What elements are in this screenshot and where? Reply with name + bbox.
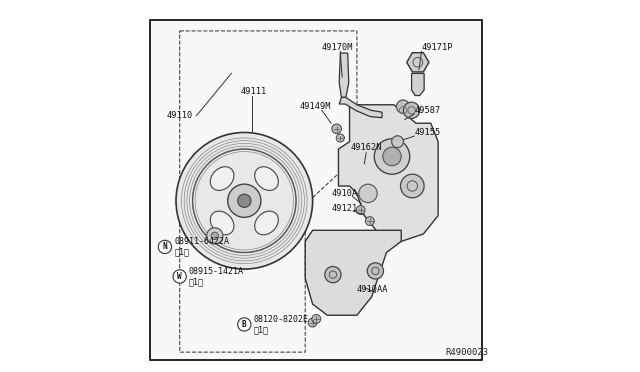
- Circle shape: [383, 147, 401, 166]
- Circle shape: [176, 132, 312, 269]
- Text: W: W: [177, 272, 182, 281]
- Text: 49171P: 49171P: [422, 43, 453, 52]
- Text: 08911-6422A
（1）: 08911-6422A （1）: [174, 237, 229, 257]
- Circle shape: [336, 134, 344, 142]
- Polygon shape: [339, 53, 349, 97]
- Text: 08120-8202E
（1）: 08120-8202E （1）: [253, 315, 308, 334]
- Text: B: B: [242, 320, 246, 329]
- Circle shape: [211, 232, 218, 240]
- Circle shape: [367, 263, 383, 279]
- Text: N: N: [163, 243, 167, 251]
- Circle shape: [401, 174, 424, 198]
- Text: 4910A: 4910A: [331, 189, 357, 198]
- Polygon shape: [412, 73, 424, 96]
- Circle shape: [396, 100, 410, 113]
- Circle shape: [374, 139, 410, 174]
- Ellipse shape: [255, 211, 278, 235]
- Text: 49149M: 49149M: [300, 102, 331, 111]
- Circle shape: [392, 136, 403, 148]
- Circle shape: [359, 184, 377, 203]
- Circle shape: [312, 314, 321, 323]
- Polygon shape: [305, 230, 401, 315]
- Ellipse shape: [211, 211, 234, 235]
- Polygon shape: [339, 105, 438, 241]
- Circle shape: [324, 266, 341, 283]
- Ellipse shape: [255, 167, 278, 190]
- Text: 49111: 49111: [241, 87, 267, 96]
- Text: 49110: 49110: [167, 111, 193, 121]
- Polygon shape: [407, 53, 429, 72]
- Ellipse shape: [211, 167, 234, 190]
- Circle shape: [356, 206, 365, 214]
- Text: 49170M: 49170M: [322, 43, 353, 52]
- Circle shape: [332, 124, 341, 134]
- Text: 49155: 49155: [414, 128, 440, 137]
- Text: 4910AA: 4910AA: [356, 285, 388, 294]
- Circle shape: [237, 318, 251, 331]
- Circle shape: [308, 318, 317, 327]
- Circle shape: [228, 184, 261, 217]
- Text: 49121: 49121: [331, 203, 357, 213]
- Text: 08915-1421A
（1）: 08915-1421A （1）: [189, 267, 244, 286]
- Circle shape: [158, 240, 172, 254]
- Circle shape: [173, 270, 186, 283]
- Circle shape: [365, 217, 374, 225]
- Circle shape: [207, 228, 223, 244]
- Polygon shape: [339, 97, 382, 118]
- Circle shape: [403, 102, 420, 118]
- Circle shape: [237, 194, 251, 208]
- Text: R4900023: R4900023: [445, 347, 488, 357]
- Text: 49587: 49587: [414, 106, 440, 115]
- Text: 49162N: 49162N: [350, 143, 382, 152]
